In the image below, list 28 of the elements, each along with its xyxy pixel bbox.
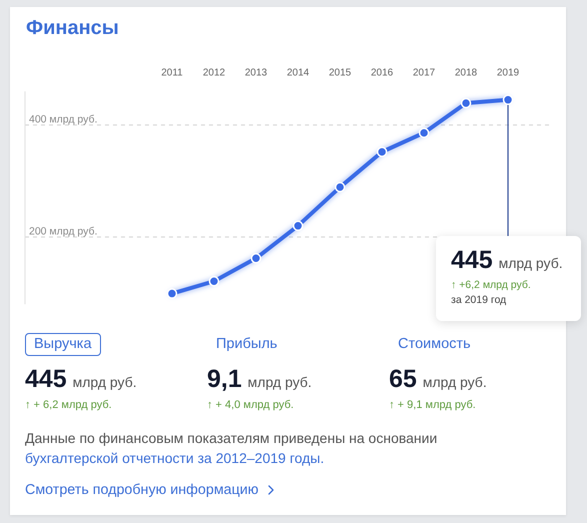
annotation: за 2019 год [451,293,508,308]
annotation: ↑ +6,2 млрд руб. [451,278,532,293]
x-tick-label: 2012 [202,67,226,78]
text: 9,1 млрд руб. [207,365,312,393]
x-tick-label: 2016 [370,67,394,78]
text: ↑ + 6,2 млрд руб. [25,398,112,412]
chart-title: Финансы [26,17,119,40]
text: ↑ + 4,0 млрд руб. [207,398,294,412]
x-tick-label: 2017 [412,67,436,78]
text: Смотреть подробную информацию [25,481,259,499]
y-tick-label: 200 млрд руб. [29,226,98,238]
annotation: 445 млрд руб. [451,246,563,274]
x-tick-label: 2011 [161,67,184,78]
text: бухгалтерской отчетности за 2012–2019 годы. [25,449,324,467]
x-tick-label: 2015 [328,67,352,78]
category-label: Прибыль [216,335,278,354]
x-tick-label: 2019 [496,67,520,78]
category-label: Выручка [34,335,92,354]
y-tick-label: 400 млрд руб. [29,114,98,126]
category-label: Стоимость [398,335,471,354]
x-tick-label: 2018 [454,67,478,78]
text: 445 млрд руб. [25,365,137,393]
text: 65 млрд руб. [389,365,487,393]
text: Данные по финансовым показателям приведены на основании [25,429,438,447]
tooltip-card: 445 млрд руб. ↑ +6,2 млрд руб. за 2019 год [436,236,581,321]
x-tick-label: 2014 [286,67,310,78]
text: ↑ + 9,1 млрд руб. [389,398,476,412]
x-tick-label: 2013 [244,67,268,78]
